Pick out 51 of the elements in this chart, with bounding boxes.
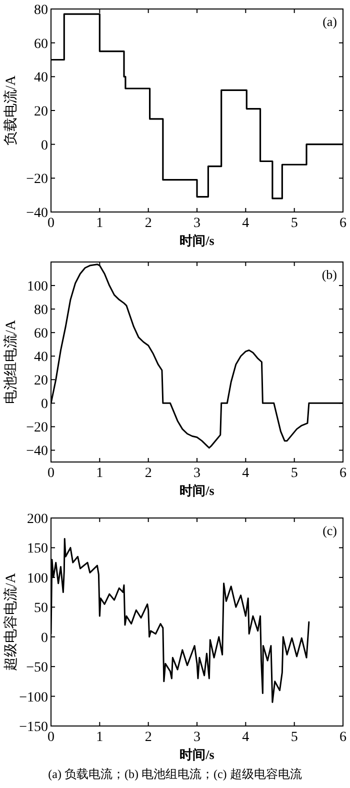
y-tick-label: 100: [27, 280, 48, 295]
y-tick-label: 20: [34, 104, 48, 120]
x-tick-label: 2: [144, 216, 152, 231]
x-tick-label: 2: [144, 466, 152, 481]
y-tick-label: 40: [34, 350, 48, 366]
x-tick-label: 3: [194, 730, 200, 745]
x-tick-label: 6: [340, 730, 346, 745]
y-tick-label: −150: [19, 720, 48, 735]
y-axis-title: 负载电流/A: [3, 74, 19, 146]
x-axis-title: 时间/s: [180, 233, 214, 248]
y-tick-label: 80: [34, 3, 48, 18]
x-axis-title: 时间/s: [180, 483, 214, 498]
y-axis-title: 电池组电流/A: [3, 319, 19, 404]
y-tick-label: 0: [41, 397, 48, 412]
y-tick-label: 150: [27, 542, 48, 557]
y-tick-label: −50: [26, 660, 48, 676]
x-axis-title: 时间/s: [180, 747, 214, 762]
y-tick-label: 100: [27, 571, 48, 586]
x-tick-label: 1: [96, 216, 104, 231]
text: (a) 负载电流；(b) 电池组电流；(c) 超级电容电流: [48, 767, 302, 781]
y-tick-label: 20: [34, 374, 48, 389]
x-tick-label: 4: [242, 466, 250, 481]
x-tick-label: 1: [96, 466, 104, 481]
y-tick-label: 50: [34, 601, 48, 616]
x-tick-label: 5: [290, 466, 298, 481]
x-tick-label: 3: [194, 216, 200, 231]
chart-title: (b): [322, 267, 337, 282]
x-tick-label: 3: [194, 466, 200, 481]
y-tick-label: −20: [26, 172, 48, 188]
y-tick-label: 80: [34, 303, 48, 318]
y-tick-label: 0: [41, 630, 48, 646]
x-tick-label: 6: [340, 216, 346, 231]
y-tick-label: 200: [27, 512, 48, 527]
y-axis-title: 超级电容电流/A: [3, 572, 19, 671]
chart-title: (a): [322, 14, 337, 29]
y-tick-label: 40: [34, 70, 48, 86]
x-tick-label: 4: [242, 216, 250, 231]
x-tick-label: 6: [340, 466, 346, 481]
x-tick-label: 4: [242, 730, 250, 745]
x-tick-label: 1: [96, 730, 104, 745]
y-tick-label: 0: [41, 138, 48, 154]
y-tick-label: −40: [26, 206, 48, 221]
x-tick-label: 5: [290, 216, 298, 231]
y-tick-label: −100: [19, 690, 48, 706]
x-tick-label: 2: [144, 730, 152, 745]
y-tick-label: 60: [34, 36, 48, 52]
x-tick-label: 5: [290, 730, 298, 745]
y-tick-label: 60: [34, 326, 48, 342]
y-tick-label: −20: [26, 420, 48, 436]
y-tick-label: −40: [26, 444, 48, 460]
chart-title: (c): [322, 523, 337, 538]
